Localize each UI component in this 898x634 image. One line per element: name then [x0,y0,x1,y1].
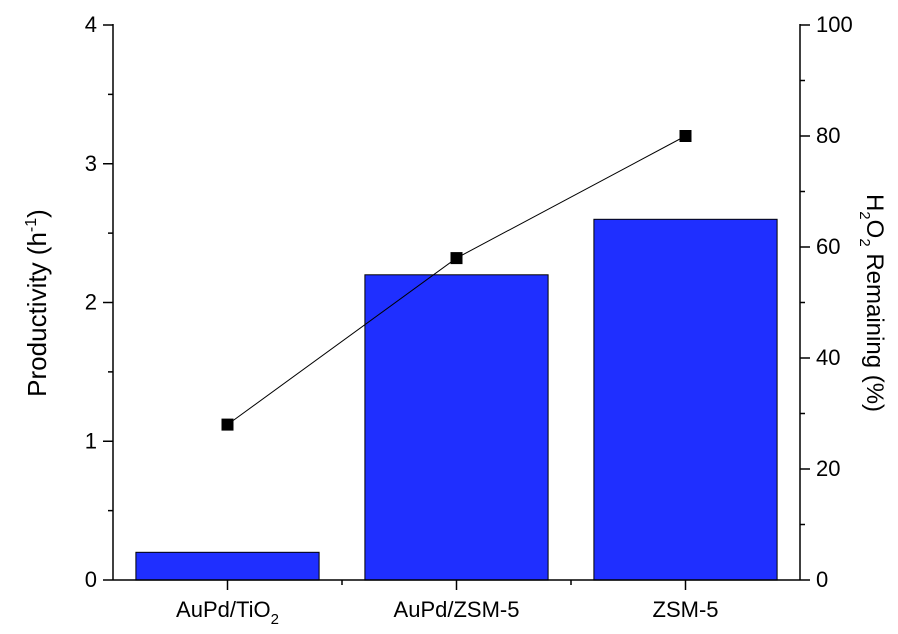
data-point-marker [450,252,463,265]
left-tick-label: 2 [85,290,97,315]
line-series [221,130,692,431]
right-tick-label: 40 [816,345,840,370]
right-axis-label: H2O2 Remaining (%) [856,194,888,412]
right-tick-label: 80 [816,123,840,148]
data-point-marker [679,130,692,142]
axes [103,24,810,590]
left-tick-label: 3 [85,151,97,176]
x-tick-label: ZSM-5 [653,597,719,622]
right-tick-label: 60 [816,234,840,259]
right-tick-label: 0 [816,567,828,592]
bar [364,274,549,581]
bar [593,218,778,581]
left-tick-label: 4 [85,12,97,37]
right-tick-label: 100 [816,12,853,37]
right-tick-label: 20 [816,456,840,481]
left-tick-label: 1 [85,428,97,453]
left-axis-label: Productivity (h-1) [22,209,52,397]
x-tick-label: AuPd/TiO2 [176,597,279,628]
data-point-marker [221,418,234,431]
bar [135,551,320,581]
x-tick-label: AuPd/ZSM-5 [394,597,520,622]
left-tick-label: 0 [85,567,97,592]
bar-series [135,218,778,581]
